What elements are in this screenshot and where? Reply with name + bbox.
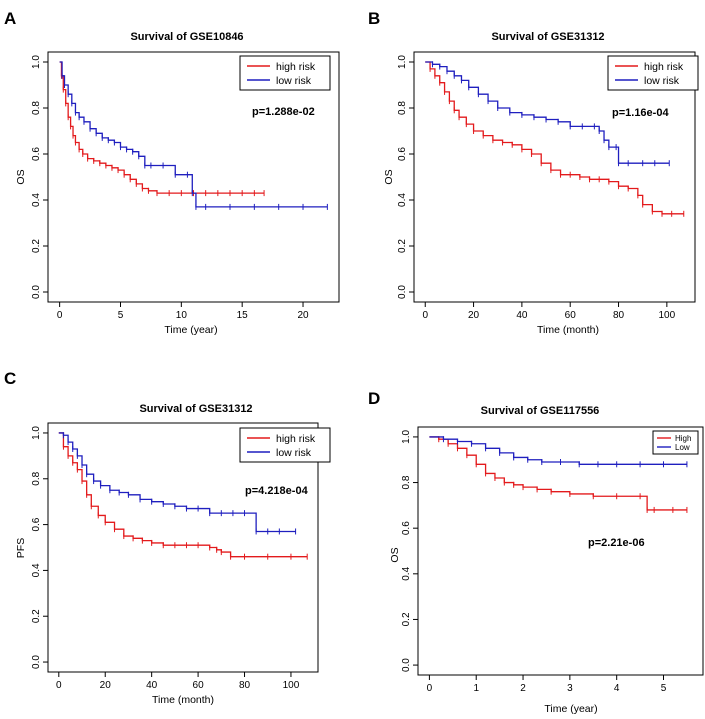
legend-label: high risk <box>644 61 684 73</box>
panel-c: C Survival of GSE31312 0 20 40 60 80 100 0.0 0.2 0… <box>4 369 331 706</box>
p-value-label: p=1.288e-02 <box>252 106 315 118</box>
y-tick-label: 0.4 <box>401 566 412 580</box>
plot-frame <box>417 426 704 676</box>
y-tick-label: 0.0 <box>401 658 412 672</box>
legend-box <box>652 430 699 455</box>
panel-letter: D <box>368 389 380 408</box>
y-axis-label: OS <box>15 169 27 184</box>
chart-title: Survival of GSE117556 <box>481 405 600 417</box>
p-value-label: p=2.21e-06 <box>588 537 645 549</box>
x-tick-label: 100 <box>283 680 300 691</box>
chart-title: Survival of GSE31312 <box>139 403 252 415</box>
y-tick-label: 0.2 <box>401 612 412 626</box>
series-line-1 <box>429 436 687 465</box>
plot-frame <box>413 51 696 303</box>
legend-label: low risk <box>276 447 312 459</box>
plot-frame <box>47 422 319 673</box>
y-tick-label: 0.2 <box>31 609 42 623</box>
x-tick-label: 5 <box>118 310 124 321</box>
y-tick-label: 1.0 <box>31 426 42 440</box>
x-tick-label: 2 <box>520 683 526 694</box>
panel-a: A Survival of GSE10846 0 5 10 15 20 0.0 0.2 0.4 0.… <box>4 9 340 336</box>
y-tick-label: 0.8 <box>31 471 42 485</box>
x-tick-label: 1 <box>473 683 479 694</box>
x-tick-label: 40 <box>516 310 528 321</box>
y-tick-label: 0.6 <box>401 521 412 535</box>
x-tick-label: 4 <box>614 683 620 694</box>
y-tick-label: 0.8 <box>31 101 42 115</box>
y-tick-label: 0.6 <box>397 147 408 161</box>
x-axis-label: Time (year) <box>164 324 217 336</box>
x-axis-label: Time (month) <box>537 324 599 336</box>
x-tick-label: 20 <box>100 680 112 691</box>
x-tick-label: 3 <box>567 683 573 694</box>
panel-letter: B <box>368 9 380 28</box>
series-line-0 <box>58 432 308 558</box>
legend-label: low risk <box>276 75 312 87</box>
x-tick-label: 80 <box>239 680 251 691</box>
panel-letter: A <box>4 9 16 28</box>
x-tick-label: 60 <box>565 310 577 321</box>
legend-label: high risk <box>276 61 316 73</box>
p-value-label: p=1.16e-04 <box>612 107 669 119</box>
x-tick-label: 0 <box>57 310 63 321</box>
panel-d: D Survival of GSE117556 0 1 2 3 4 5 0.0 0.2 0.4 0.6… <box>368 389 704 715</box>
x-tick-label: 100 <box>659 310 676 321</box>
plot-frame <box>47 51 340 303</box>
x-tick-label: 10 <box>176 310 188 321</box>
legend-box <box>239 55 331 91</box>
x-tick-label: 20 <box>297 310 309 321</box>
series-line-1 <box>59 61 328 208</box>
y-tick-label: 0.4 <box>397 193 408 207</box>
y-axis-label: OS <box>389 547 401 562</box>
x-tick-label: 80 <box>613 310 625 321</box>
x-tick-label: 0 <box>427 683 433 694</box>
y-tick-label: 0.6 <box>31 147 42 161</box>
x-axis-label: Time (year) <box>544 703 597 715</box>
y-tick-label: 0.8 <box>401 475 412 489</box>
y-tick-label: 0.2 <box>31 239 42 253</box>
y-tick-label: 0.8 <box>397 101 408 115</box>
y-tick-label: 1.0 <box>401 430 412 444</box>
y-tick-label: 0.4 <box>31 563 42 577</box>
p-value-label: p=4.218e-04 <box>245 485 309 497</box>
x-tick-label: 0 <box>422 310 428 321</box>
y-tick-label: 0.0 <box>397 285 408 299</box>
legend-box <box>239 427 331 463</box>
x-tick-label: 60 <box>193 680 205 691</box>
y-tick-label: 0.4 <box>31 193 42 207</box>
y-tick-label: 0.6 <box>31 517 42 531</box>
x-tick-label: 20 <box>468 310 480 321</box>
panel-letter: C <box>4 369 16 388</box>
panel-b: B Survival of GSE31312 0 20 40 60 80 100 0.0 0.2 0… <box>368 9 699 336</box>
chart-title: Survival of GSE31312 <box>491 31 604 43</box>
y-tick-label: 1.0 <box>31 55 42 69</box>
x-tick-label: 5 <box>661 683 667 694</box>
x-axis-label: Time (month) <box>152 694 214 706</box>
legend-box <box>607 55 699 91</box>
y-tick-label: 1.0 <box>397 55 408 69</box>
legend-label: High <box>675 434 691 443</box>
series-line-0 <box>429 436 687 511</box>
y-tick-label: 0.0 <box>31 655 42 669</box>
series-line-0 <box>425 61 684 215</box>
y-tick-label: 0.2 <box>397 239 408 253</box>
legend-label: high risk <box>276 433 316 445</box>
y-tick-label: 0.0 <box>31 285 42 299</box>
x-tick-label: 40 <box>146 680 158 691</box>
x-tick-label: 15 <box>237 310 249 321</box>
chart-title: Survival of GSE10846 <box>130 31 243 43</box>
legend-label: Low <box>675 443 690 452</box>
y-axis-label: PFS <box>15 538 27 558</box>
x-tick-label: 0 <box>56 680 62 691</box>
y-axis-label: OS <box>383 169 395 184</box>
legend-label: low risk <box>644 75 680 87</box>
